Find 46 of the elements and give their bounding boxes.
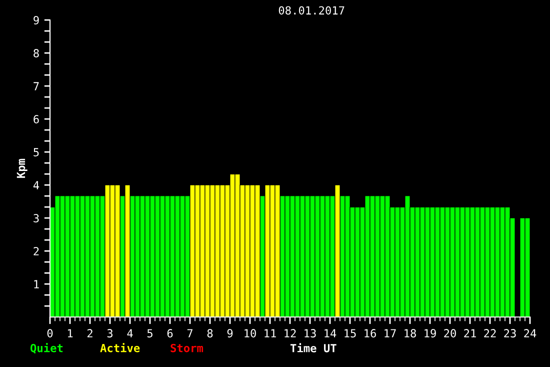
x-axis-title: Time UT bbox=[290, 343, 336, 352]
y-tick-label: 4 bbox=[33, 181, 40, 190]
x-tick-label: 1 bbox=[68, 329, 73, 338]
bar bbox=[284, 196, 290, 317]
x-tick-label: 22 bbox=[484, 329, 496, 338]
x-tick-label: 12 bbox=[284, 329, 296, 338]
x-tick-label: 20 bbox=[444, 329, 456, 338]
bar bbox=[124, 184, 130, 317]
legend-label: Storm bbox=[170, 344, 204, 352]
y-tick-label: 2 bbox=[34, 247, 39, 256]
y-axis-title: Kpm bbox=[16, 158, 28, 178]
y-tick-label: 9 bbox=[34, 16, 39, 24]
y-tick-label: 1 bbox=[34, 280, 39, 288]
y-tick-label: 5 bbox=[34, 148, 39, 156]
x-tick-label: 13 bbox=[304, 329, 316, 338]
y-tick-label: 6 bbox=[34, 115, 39, 124]
x-tick-label: 3 bbox=[107, 329, 113, 338]
x-tick-label: 6 bbox=[167, 329, 173, 338]
x-tick-label: 23 bbox=[504, 329, 516, 338]
x-tick-label: 0 bbox=[47, 329, 53, 338]
x-tick-label: 9 bbox=[227, 329, 233, 338]
x-tick-label: 11 bbox=[264, 329, 276, 338]
x-tick-label: 18 bbox=[404, 329, 416, 338]
y-tick-label: 7 bbox=[34, 82, 39, 90]
y-tick-label: 8 bbox=[34, 49, 39, 58]
x-tick-label: 10 bbox=[244, 329, 256, 338]
x-tick-label: 2 bbox=[87, 329, 92, 338]
text: Quiet bbox=[30, 343, 63, 354]
x-tick-label: 24 bbox=[524, 329, 536, 338]
bar bbox=[344, 196, 350, 317]
text: Active bbox=[100, 343, 140, 352]
x-tick-label: 21 bbox=[464, 329, 476, 338]
x-tick-label: 17 bbox=[384, 329, 396, 338]
x-tick-label: 7 bbox=[187, 329, 193, 338]
chart-title: 08.01.2017 bbox=[278, 6, 344, 15]
x-tick-label: 15 bbox=[344, 329, 356, 338]
bar bbox=[54, 196, 60, 317]
x-tick-label: 4 bbox=[127, 329, 133, 338]
x-tick-label: 5 bbox=[147, 329, 152, 338]
x-tick-label: 14 bbox=[324, 329, 336, 338]
x-tick-label: 16 bbox=[364, 329, 376, 338]
x-tick-label: 19 bbox=[424, 329, 436, 338]
bar bbox=[264, 184, 270, 317]
x-tick-label: 8 bbox=[207, 329, 213, 338]
bar bbox=[134, 196, 140, 317]
y-tick-label: 3 bbox=[34, 214, 39, 222]
